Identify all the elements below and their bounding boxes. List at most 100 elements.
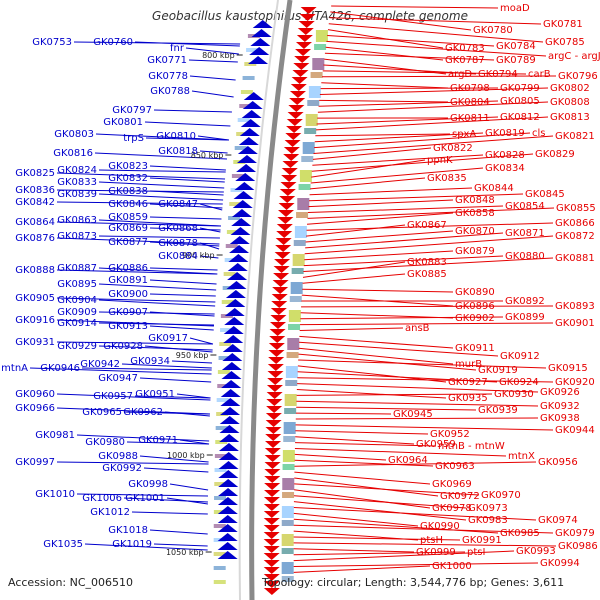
left-leader-line — [56, 297, 216, 303]
right-leader-line — [302, 273, 406, 284]
left-leader-line — [171, 360, 213, 364]
left-leader-line — [29, 367, 212, 375]
left-gene-label: GK0876 — [15, 233, 55, 244]
right-gene-label: argD — [448, 69, 472, 80]
right-gene-label: GK0883 — [407, 257, 447, 268]
feature-track-block — [229, 202, 242, 206]
feature-track-block — [288, 310, 301, 322]
topology-text: Topology: circular; Length: 3,544,776 bp… — [261, 576, 564, 589]
right-leader-line — [293, 562, 539, 567]
right-gene-label: ansB — [405, 323, 430, 334]
left-gene-arrow — [231, 218, 252, 226]
left-gene-arrow — [233, 191, 254, 199]
right-leader-line — [293, 501, 467, 521]
right-leader-line — [296, 389, 447, 399]
right-gene-arrow — [268, 357, 285, 364]
right-gene-arrow — [263, 560, 280, 567]
right-leader-line — [295, 424, 554, 431]
left-gene-label: GK0823 — [108, 161, 148, 172]
right-gene-arrow — [286, 119, 303, 126]
left-gene-label: GK1035 — [43, 539, 83, 550]
feature-track-block — [299, 170, 312, 182]
left-gene-arrow — [237, 146, 258, 154]
feature-track-block — [281, 548, 294, 554]
right-leader-line — [315, 116, 549, 131]
right-gene-label: GK0881 — [555, 253, 595, 264]
feature-track-block — [216, 398, 229, 402]
kbp-label: 900 kbp — [182, 251, 215, 260]
feature-track-block — [287, 338, 300, 350]
right-leader-line — [301, 305, 554, 308]
right-gene-label: ptsH — [420, 535, 443, 546]
right-gene-label: GK1000 — [432, 561, 472, 572]
left-gene-label: GK0891 — [108, 275, 148, 286]
right-leader-line — [309, 193, 524, 202]
feature-track-block — [298, 184, 311, 190]
left-gene-label: GK0760 — [93, 37, 133, 48]
feature-track-block — [224, 258, 237, 262]
left-leader-line — [153, 543, 208, 547]
right-leader-line — [293, 512, 419, 527]
right-leader-line — [306, 224, 406, 237]
left-gene-label: GK0913 — [108, 321, 148, 332]
left-gene-label: GK0778 — [148, 71, 188, 82]
left-gene-arrow — [220, 389, 241, 397]
right-gene-label: GK0901 — [555, 318, 595, 329]
right-gene-arrow — [263, 581, 280, 588]
right-gene-label: GK0964 — [388, 455, 428, 466]
right-gene-arrow — [264, 483, 281, 490]
right-leader-line — [300, 322, 554, 326]
left-gene-label: GK0864 — [15, 217, 55, 228]
left-gene-label: GK0868 — [158, 223, 198, 234]
feature-track-block — [246, 48, 259, 52]
left-gene-arrow — [239, 128, 260, 136]
left-gene-label: GK0988 — [98, 451, 138, 462]
left-leader-line — [149, 267, 218, 271]
left-gene-label: GK0946 — [40, 363, 80, 374]
right-gene-label: GK0963 — [435, 461, 475, 472]
right-gene-label: GK0932 — [540, 401, 580, 412]
right-gene-arrow — [265, 420, 282, 427]
right-gene-label: GK0974 — [538, 515, 578, 526]
right-gene-label: GK0858 — [455, 208, 495, 219]
feature-track-block — [217, 370, 230, 374]
left-gene-label: GK0900 — [108, 289, 148, 300]
right-gene-arrow — [266, 399, 283, 406]
right-gene-label: GK0805 — [500, 96, 540, 107]
right-gene-label: GK0902 — [455, 313, 495, 324]
right-gene-label: GK0870 — [455, 226, 495, 237]
left-gene-label: GK0839 — [57, 189, 97, 200]
right-gene-arrow — [278, 203, 295, 210]
right-leader-line — [296, 400, 539, 407]
right-gene-arrow — [267, 371, 284, 378]
left-gene-label: GK0895 — [57, 279, 97, 290]
feature-track-block — [215, 426, 228, 430]
right-gene-arrow — [264, 469, 281, 476]
left-gene-label: GK0877 — [108, 237, 148, 248]
right-leader-line — [305, 232, 504, 249]
right-gene-arrow — [289, 98, 306, 105]
left-gene-arrow — [236, 155, 257, 163]
left-gene-label: GK0847 — [158, 199, 198, 210]
right-leader-line — [295, 412, 392, 415]
left-leader-line — [139, 377, 212, 383]
right-gene-label: GK0802 — [550, 83, 590, 94]
left-leader-line — [149, 165, 226, 171]
left-gene-arrow — [217, 506, 238, 514]
left-leader-line — [199, 242, 220, 250]
feature-track-block — [218, 356, 231, 360]
feature-track-block — [226, 230, 239, 234]
right-gene-arrow — [263, 525, 280, 532]
feature-track-block — [312, 58, 325, 70]
left-leader-line — [166, 497, 208, 505]
left-gene-arrow — [236, 164, 257, 172]
feature-track-block — [285, 366, 298, 378]
feature-track-block — [213, 524, 226, 528]
right-gene-label: GK0920 — [555, 377, 595, 388]
right-gene-arrow — [263, 511, 280, 518]
right-gene-arrow — [266, 392, 283, 399]
left-gene-arrow — [242, 101, 263, 109]
right-gene-label: GK0834 — [485, 163, 525, 174]
right-gene-arrow — [281, 168, 298, 175]
right-leader-line — [297, 377, 554, 383]
